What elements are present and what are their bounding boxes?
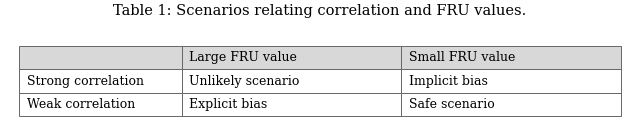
Text: Implicit bias: Implicit bias [409,75,488,88]
Text: Safe scenario: Safe scenario [409,98,495,111]
Text: Unlikely scenario: Unlikely scenario [189,75,300,88]
Text: Strong correlation: Strong correlation [27,75,144,88]
Text: Weak correlation: Weak correlation [27,98,135,111]
Text: Large FRU value: Large FRU value [189,51,297,64]
Text: Table 1: Scenarios relating correlation and FRU values.: Table 1: Scenarios relating correlation … [113,4,527,18]
Text: Explicit bias: Explicit bias [189,98,268,111]
Text: Small FRU value: Small FRU value [409,51,515,64]
